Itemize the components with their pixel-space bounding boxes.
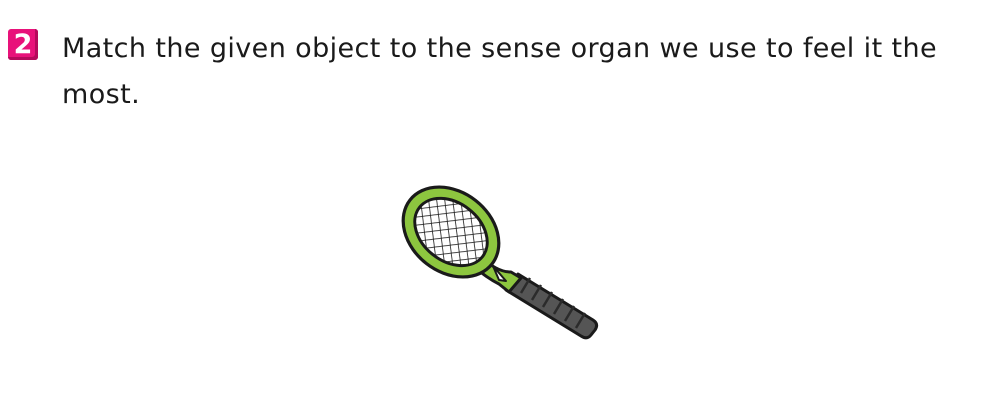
racket-grip [504, 272, 599, 340]
tennis-racket-icon [401, 185, 599, 340]
racket-head [401, 185, 501, 279]
question-number: 2 [13, 28, 33, 60]
question-number-badge: 2 [8, 29, 38, 60]
object-illustration [385, 180, 615, 340]
question-prompt: Match the given object to the sense orga… [62, 33, 938, 110]
